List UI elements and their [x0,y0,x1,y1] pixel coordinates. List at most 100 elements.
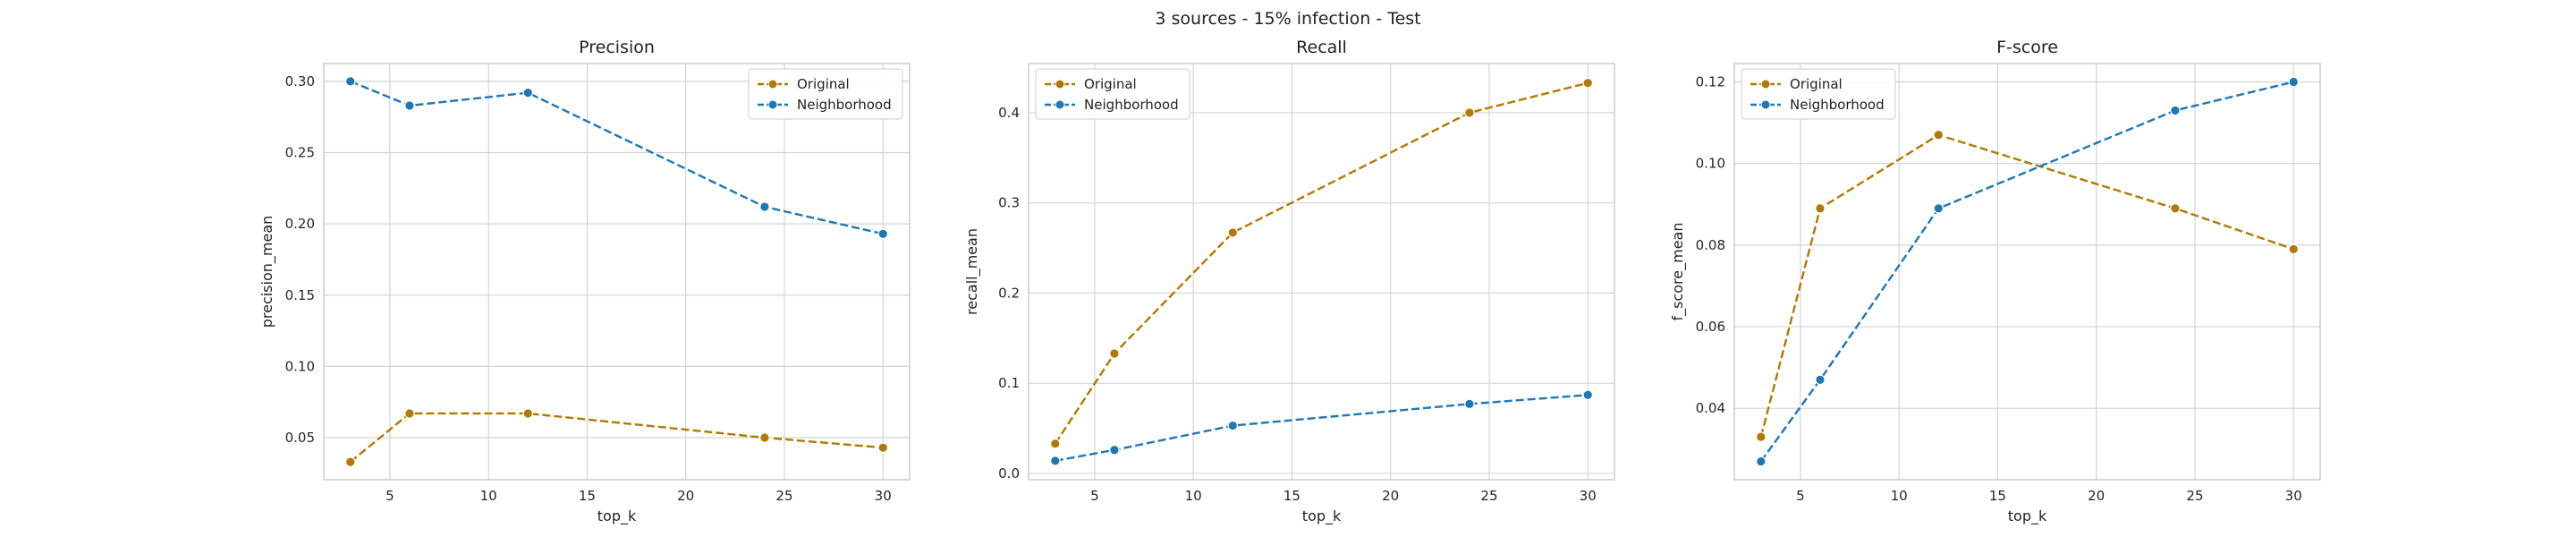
f-score-panel: 5 10 15 20 25 30 0.04 0.06 0.08 0.10 0.12 F-score to… [1669,38,2321,525]
legend: Original Neighborhood [1035,68,1191,120]
original-legend-marker [767,79,778,90]
original-legend-marker [1055,79,1065,90]
x-tick-label: 15 [1284,488,1301,504]
y-tick-label: 0.10 [1696,156,1725,172]
x-tick-label: 30 [1580,488,1597,504]
plot-frame [323,63,911,481]
neighborhood-point [1049,456,1061,466]
neighborhood-legend-label: Neighborhood [1084,97,1179,113]
original-legend-label: Original [1084,76,1137,92]
neighborhood-point [1582,389,1594,401]
y-tick-label: 0.15 [285,287,315,303]
original-point [1464,107,1475,118]
plot-frame [1733,63,2321,481]
original-point [1582,77,1594,89]
neighborhood-point [344,76,356,87]
figure-title: 3 sources - 15% infection - Test [1155,9,1420,29]
neighborhood-point [1464,398,1475,410]
neighborhood-point [522,87,534,98]
y-tick-label: 0.3 [998,195,1020,211]
x-tick-label: 10 [480,488,497,504]
y-tick-label: 0.08 [1696,237,1725,253]
neighborhood-point [1815,374,1826,386]
recall-panel: 5 10 15 20 25 30 0.0 0.1 0.2 0.3 0.4 Recall top_k rec… [963,38,1615,525]
x-tick-label: 5 [386,488,394,504]
original-point [1227,227,1239,238]
neighborhood-point [877,228,889,240]
y-tick-label: 0.10 [285,358,315,374]
legend-box [748,68,903,120]
panel-title: Precision [579,38,655,57]
original-point [1815,203,1826,214]
neighborhood-legend-marker [1760,99,1771,110]
y-tick-label: 0.20 [285,216,315,232]
neighborhood-point [1109,444,1120,456]
x-axis-label: top_k [2008,507,2047,525]
x-tick-label: 15 [1989,488,2006,504]
y-axis-label: precision_mean [258,216,276,328]
original-point [1755,431,1767,442]
original-point [1109,348,1120,359]
original-legend-label: Original [797,76,850,92]
y-tick-label: 0.1 [998,375,1020,391]
panel-title: F-score [1996,38,2058,57]
neighborhood-point [2170,105,2181,116]
original-point [1049,438,1061,449]
neighborhood-legend-label: Neighborhood [1790,97,1885,113]
x-tick-label: 15 [579,488,596,504]
y-tick-label: 0.05 [285,430,315,446]
neighborhood-legend-marker [1055,99,1065,110]
x-tick-label: 25 [1480,488,1497,504]
x-tick-label: 30 [2285,488,2302,504]
plot-area [1734,64,2320,480]
neighborhood-point [404,100,415,111]
x-tick-label: 10 [1891,488,1908,504]
original-legend-label: Original [1790,76,1843,92]
y-axis-label: f_score_mean [1669,223,1687,321]
y-tick-label: 0.06 [1696,319,1725,335]
legend: Original Neighborhood [748,68,903,120]
plot-frame [1028,63,1615,481]
x-tick-label: 25 [775,488,792,504]
neighborhood-point [759,201,770,212]
y-tick-label: 0.12 [1696,74,1725,90]
x-tick-label: 5 [1796,488,1805,504]
original-point [404,408,415,419]
plot-area [324,64,910,480]
neighborhood-legend-marker [767,99,778,110]
original-point [344,456,356,467]
x-tick-label: 20 [677,488,694,504]
y-tick-label: 0.0 [998,465,1020,482]
precision-panel: 5 10 15 20 25 30 0.05 0.10 0.15 0.20 0.25 0.30 Preci… [258,38,911,525]
neighborhood-point [1933,203,1945,214]
neighborhood-legend-label: Neighborhood [797,97,892,113]
x-tick-label: 30 [875,488,892,504]
legend-box [1741,68,1896,120]
x-tick-label: 20 [2088,488,2105,504]
neighborhood-point [2288,76,2300,88]
y-tick-label: 0.4 [998,105,1020,121]
x-tick-label: 5 [1090,488,1099,504]
y-tick-label: 0.04 [1696,400,1725,416]
panel-title: Recall [1296,38,1347,57]
original-legend-marker [1760,79,1771,90]
original-point [877,442,889,453]
original-point [2170,203,2181,214]
x-tick-label: 20 [1382,488,1399,504]
y-tick-label: 0.25 [285,145,315,161]
original-point [1933,129,1945,141]
original-point [759,432,770,443]
neighborhood-point [1227,420,1239,431]
x-axis-label: top_k [1302,507,1342,525]
original-point [522,408,534,419]
y-tick-label: 0.2 [998,285,1020,301]
neighborhood-series-line [350,80,884,235]
legend-box [1035,68,1191,120]
x-tick-label: 25 [2186,488,2203,504]
neighborhood-point [1755,456,1767,467]
original-point [2288,243,2300,255]
plot-area [1029,64,1614,480]
legend: Original Neighborhood [1741,68,1896,120]
original-series-line [1054,81,1589,445]
